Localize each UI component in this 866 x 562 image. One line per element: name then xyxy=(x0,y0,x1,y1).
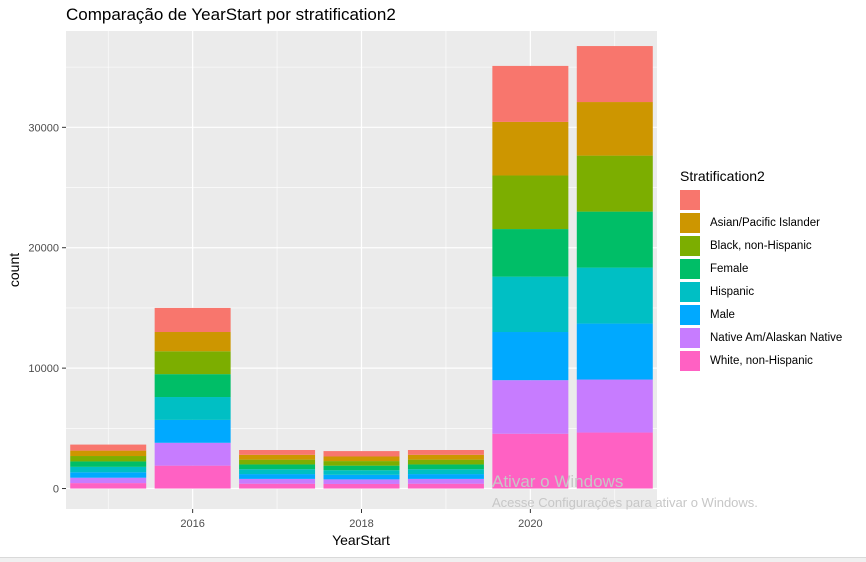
bars xyxy=(70,46,653,489)
axes: 0 10000 20000 30000 2016 2018 2020 xyxy=(28,122,542,530)
y-tick-label: 30000 xyxy=(28,122,59,134)
bar-segment xyxy=(239,450,316,455)
bar-segment xyxy=(407,483,484,489)
bar-segment xyxy=(239,454,316,460)
bar-segment xyxy=(576,211,653,268)
bar-segment xyxy=(407,450,484,455)
legend-label: White, non-Hispanic xyxy=(710,354,813,367)
bar-segment xyxy=(492,332,569,381)
legend-label: Black, non-Hispanic xyxy=(710,239,812,252)
legend-item: Asian/Pacific Islander xyxy=(680,211,842,234)
bar-segment xyxy=(154,419,231,443)
bar-segment xyxy=(323,479,400,484)
bar-segment xyxy=(70,456,147,462)
legend: Stratification2 Asian/Pacific Islander Bl… xyxy=(680,168,842,372)
bar-segment xyxy=(154,307,231,333)
legend-item: Female xyxy=(680,257,842,280)
legend-label: Hispanic xyxy=(710,285,755,298)
legend-color-key xyxy=(680,235,700,256)
y-tick-label: 10000 xyxy=(28,363,59,375)
legend-color-key xyxy=(680,189,700,210)
x-tick-label: 2018 xyxy=(349,518,373,530)
bar-segment xyxy=(239,483,316,489)
bar-segment xyxy=(239,474,316,479)
bar-segment xyxy=(576,267,653,324)
legend-label: Male xyxy=(710,308,735,321)
bar-segment xyxy=(407,454,484,460)
bar-segment xyxy=(323,465,400,471)
bar-segment xyxy=(492,229,569,277)
bar-segment xyxy=(407,464,484,470)
bar-segment xyxy=(154,351,231,375)
bar-segment xyxy=(323,461,400,466)
bar-segment xyxy=(407,478,484,484)
bar-segment xyxy=(70,461,147,467)
bar-segment xyxy=(323,470,400,475)
bar-segment xyxy=(70,466,147,473)
window-bottom-edge xyxy=(0,557,866,562)
watermark-subtitle: Acesse Configurações para ativar o Windo… xyxy=(492,495,758,510)
legend-item xyxy=(680,188,842,211)
windows-activation-watermark: Ativar o Windows Acesse Configurações pa… xyxy=(492,472,758,510)
bar-segment xyxy=(576,102,653,156)
bar-segment xyxy=(407,474,484,479)
legend-item: Hispanic xyxy=(680,280,842,303)
bar-segment xyxy=(323,474,400,480)
legend-title: Stratification2 xyxy=(680,168,765,184)
bar-segment xyxy=(239,464,316,470)
bar-segment xyxy=(407,469,484,475)
bar-segment xyxy=(576,155,653,212)
legend-item: White, non-Hispanic xyxy=(680,349,842,372)
bar-segment xyxy=(323,451,400,457)
bar-segment xyxy=(492,380,569,434)
bar-segment xyxy=(576,46,653,103)
bar-segment xyxy=(576,323,653,380)
bar-segment xyxy=(70,477,147,484)
watermark-title: Ativar o Windows xyxy=(492,472,624,491)
bar-segment xyxy=(70,444,147,451)
bar-segment xyxy=(576,379,653,433)
x-tick-label: 2016 xyxy=(180,518,204,530)
bar-segment xyxy=(70,472,147,478)
bar-segment xyxy=(492,65,569,122)
legend-item: Male xyxy=(680,303,842,326)
legend-item: Native Am/Alaskan Native xyxy=(680,326,842,349)
bar-segment xyxy=(154,374,231,398)
bar-segment xyxy=(154,465,231,489)
bar-segment xyxy=(323,456,400,462)
bar-segment xyxy=(239,478,316,484)
bar-segment xyxy=(576,432,653,489)
bar-segment xyxy=(154,442,231,466)
legend-items: Asian/Pacific Islander Black, non-Hispani… xyxy=(680,188,842,372)
x-axis-title: YearStart xyxy=(332,532,390,548)
bar-segment xyxy=(239,459,316,465)
legend-label: Native Am/Alaskan Native xyxy=(710,331,843,344)
y-axis-title: count xyxy=(6,253,22,287)
x-tick-label: 2020 xyxy=(518,518,542,530)
bar-segment xyxy=(154,397,231,420)
y-tick-label: 20000 xyxy=(28,243,59,255)
bar-segment xyxy=(154,332,231,352)
legend-item: Black, non-Hispanic xyxy=(680,234,842,257)
bar-segment xyxy=(70,483,147,489)
legend-color-key xyxy=(680,258,700,279)
bar-segment xyxy=(492,175,569,230)
legend-color-key xyxy=(680,304,700,325)
chart-title: Comparação de YearStart por stratificati… xyxy=(66,5,396,24)
legend-color-key xyxy=(680,212,700,233)
legend-color-key xyxy=(680,281,700,302)
bar-segment xyxy=(239,469,316,475)
y-tick-label: 0 xyxy=(53,484,59,496)
bar-segment xyxy=(323,483,400,489)
bar-segment xyxy=(492,433,569,489)
legend-color-key xyxy=(680,350,700,371)
bar-segment xyxy=(492,276,569,333)
bar-segment xyxy=(492,121,569,176)
legend-label: Asian/Pacific Islander xyxy=(710,216,820,229)
legend-label: Female xyxy=(710,262,749,275)
legend-color-key xyxy=(680,327,700,348)
bar-segment xyxy=(70,450,147,457)
bar-segment xyxy=(407,459,484,465)
